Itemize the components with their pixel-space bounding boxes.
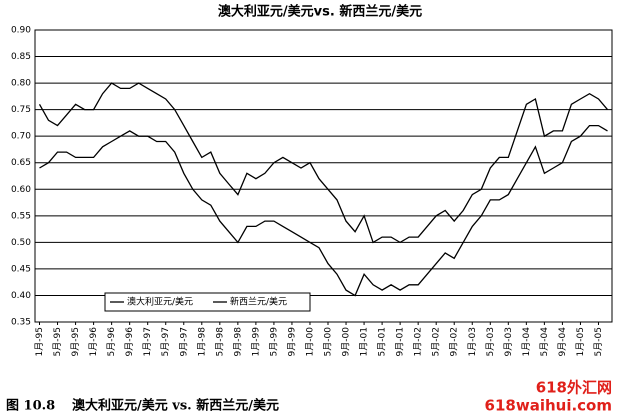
- x-tick-label: 1月-03: [467, 327, 478, 356]
- chart-title: 澳大利亚元/美元vs. 新西兰元/美元: [218, 4, 422, 20]
- x-tick-label: 5月-96: [106, 327, 117, 357]
- x-tick-label: 9月-96: [124, 327, 135, 357]
- x-tick-label: 5月-00: [323, 327, 334, 357]
- legend-label: 新西兰元/美元: [230, 296, 287, 308]
- legend-label: 澳大利亚元/美元: [127, 296, 193, 308]
- x-tick-label: 5月-98: [214, 327, 225, 357]
- y-tick-label: 0.35: [11, 318, 31, 328]
- x-tick-label: 9月-00: [341, 327, 352, 357]
- y-tick-label: 0.40: [11, 291, 31, 301]
- y-tick-label: 0.90: [11, 26, 31, 36]
- x-tick-label: 9月-03: [503, 327, 514, 356]
- x-tick-label: 1月-99: [250, 327, 261, 357]
- series-line: [39, 124, 608, 297]
- x-tick-label: 5月-99: [268, 327, 279, 357]
- x-tick-label: 9月-02: [449, 327, 460, 356]
- x-tick-label: 9月-95: [70, 327, 81, 356]
- legend-box: [104, 292, 311, 312]
- y-tick-label: 0.70: [11, 132, 31, 142]
- watermark-name: 618外汇网: [536, 379, 612, 397]
- x-tick-label: 9月-97: [178, 327, 189, 356]
- x-tick-label: 5月-95: [52, 327, 63, 356]
- y-tick-label: 0.60: [11, 185, 31, 195]
- x-tick-label: 1月-04: [521, 327, 532, 357]
- x-tick-label: 1月-96: [88, 327, 99, 357]
- x-tick-label: 5月-02: [431, 327, 442, 356]
- x-tick-label: 1月-05: [575, 327, 586, 356]
- x-tick-label: 1月-97: [142, 327, 153, 356]
- x-tick-label: 1月-95: [34, 327, 45, 356]
- x-tick-label: 1月-00: [304, 327, 315, 357]
- series-line: [38, 82, 608, 244]
- x-tick-label: 5月-04: [539, 327, 550, 357]
- x-tick-label: 9月-01: [395, 327, 406, 356]
- figure-number: 图 10.8: [6, 399, 55, 414]
- x-tick-label: 1月-02: [413, 327, 424, 356]
- y-tick-label: 0.50: [11, 238, 31, 248]
- x-tick-label: 5月-01: [377, 327, 388, 356]
- x-tick-label: 1月-98: [196, 327, 207, 357]
- y-tick-label: 0.85: [11, 52, 31, 62]
- x-tick-label: 5月-97: [160, 327, 171, 356]
- x-tick-label: 9月-04: [557, 327, 568, 357]
- watermark-site: 618waihui.com: [485, 397, 612, 415]
- x-tick-label: 9月-99: [286, 327, 297, 357]
- y-tick-label: 0.80: [11, 79, 31, 89]
- x-tick-label: 5月-05: [593, 327, 604, 356]
- y-tick-label: 0.65: [11, 158, 31, 168]
- x-tick-label: 9月-98: [232, 327, 243, 357]
- caption: 澳大利亚元/美元 vs. 新西兰元/美元: [72, 398, 279, 414]
- plot-frame: [34, 29, 613, 323]
- y-tick-label: 0.55: [11, 211, 31, 221]
- x-tick-label: 5月-03: [485, 327, 496, 356]
- y-tick-label: 0.75: [11, 105, 31, 115]
- x-tick-label: 1月-01: [359, 327, 370, 356]
- y-tick-label: 0.45: [11, 264, 31, 274]
